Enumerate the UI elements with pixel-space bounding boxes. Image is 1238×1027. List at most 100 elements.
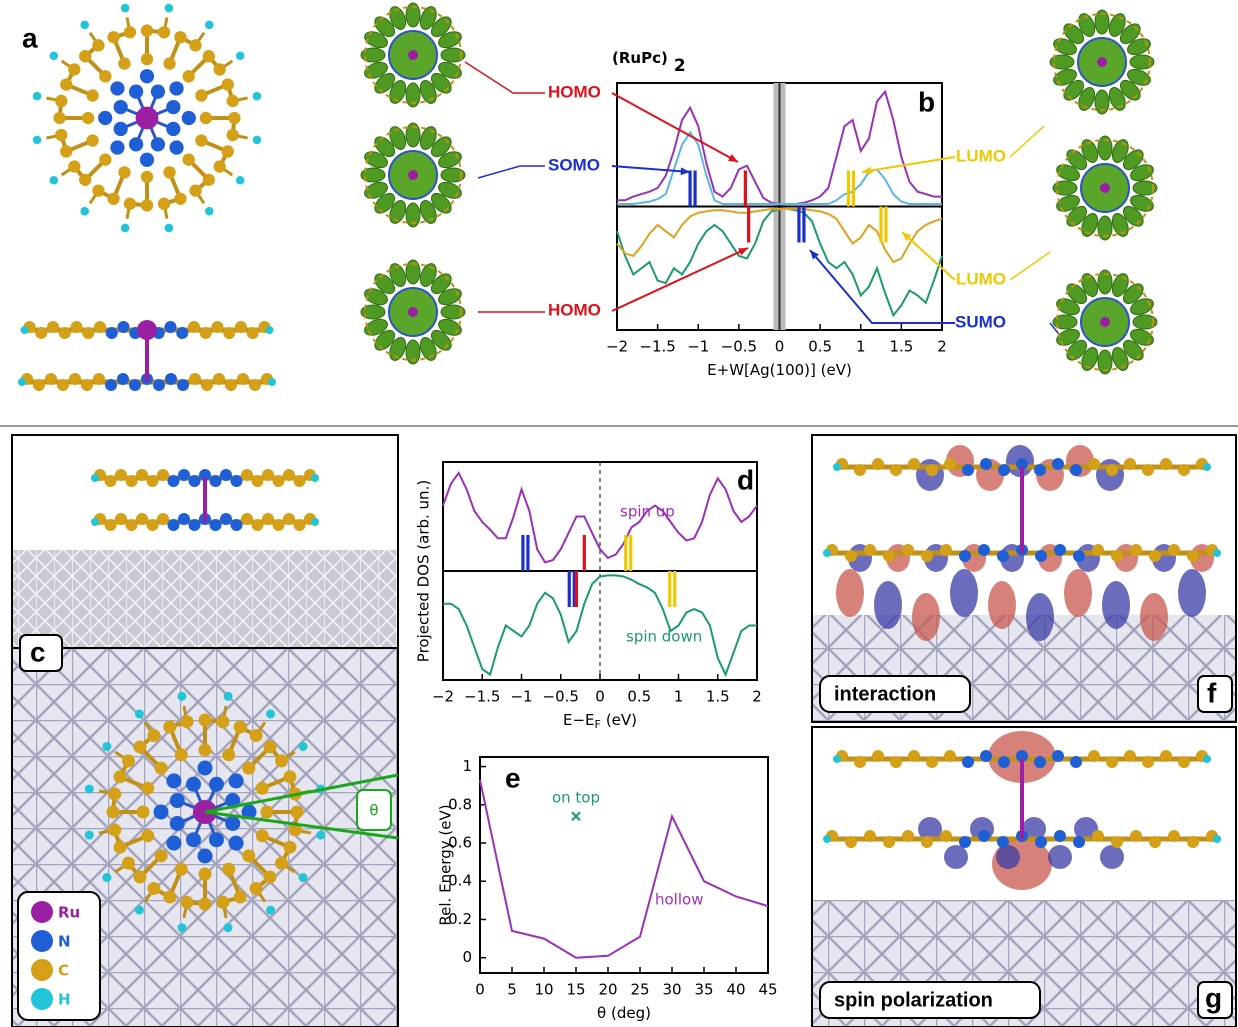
lobe [1111, 139, 1129, 163]
series-label: spin down [626, 628, 702, 646]
lobe [1078, 87, 1096, 111]
x-tick-label: −1.5 [464, 688, 500, 706]
lobe [374, 192, 396, 214]
atom [82, 327, 95, 339]
atom [316, 830, 326, 840]
atom [118, 57, 131, 70]
density [874, 581, 902, 629]
atom [902, 544, 914, 556]
atom [164, 3, 174, 13]
y-axis-label: Projected DOS (arb. un.) [415, 480, 433, 662]
atom [998, 756, 1010, 768]
density [1048, 845, 1072, 869]
annotation: HOMO [548, 300, 601, 319]
label-box [356, 789, 392, 831]
legend-label: Ru [58, 904, 80, 922]
lobe [1063, 79, 1085, 101]
atom [266, 905, 276, 915]
atom [157, 197, 171, 210]
lobe [1111, 213, 1129, 237]
atom [133, 740, 147, 754]
atom [1213, 835, 1221, 843]
charts: −2 −1.5 −1 −0.5 0 0.5 1 1.5 2 HOMO SOMO HOMO LUMO LUM… [415, 49, 1059, 1022]
lobe [1130, 164, 1154, 182]
atom [49, 176, 59, 185]
atom [174, 748, 188, 762]
atom [165, 373, 177, 385]
atom [32, 91, 42, 101]
atom [178, 469, 190, 481]
x-tick-label: −2 [606, 338, 628, 356]
atom [122, 856, 136, 870]
lobe [364, 61, 388, 79]
lobe [1127, 68, 1151, 86]
atom [55, 94, 68, 108]
lobe [364, 31, 388, 49]
atom [251, 519, 264, 531]
atom [167, 519, 180, 531]
density [1140, 593, 1168, 641]
atom [883, 836, 895, 848]
lobe [430, 273, 452, 295]
lobe [374, 72, 396, 94]
atom [235, 176, 245, 185]
atom [182, 153, 195, 166]
atom [166, 773, 182, 789]
atom [252, 135, 262, 145]
atom [926, 464, 938, 476]
atom [108, 823, 122, 837]
atom [408, 170, 418, 180]
atom [1160, 458, 1172, 470]
ring [1056, 273, 1154, 371]
atom [99, 153, 112, 166]
lobe [440, 47, 466, 63]
lobe [364, 151, 388, 169]
x-tick-label: 1.5 [889, 338, 913, 356]
atom [188, 519, 201, 531]
atom [251, 475, 264, 487]
atom [176, 327, 189, 339]
atom [33, 379, 45, 391]
chart: −2 −1.5 −1 −0.5 0 0.5 1 1.5 2 HOMO SOMO HOMO LUMO LUM… [464, 49, 1059, 379]
atom [57, 379, 69, 391]
x-tick-label: −0.5 [721, 338, 757, 356]
arrow-head [862, 166, 872, 175]
atom [222, 862, 236, 876]
atom [167, 475, 180, 487]
x-axis-label: θ (deg) [597, 1004, 651, 1022]
atom [84, 784, 94, 794]
panel-label: a [22, 22, 38, 53]
connector [1009, 251, 1051, 281]
panel-label: f [1207, 677, 1217, 708]
atom [154, 849, 168, 863]
atom [235, 51, 245, 60]
orbital-image [360, 122, 466, 228]
atom [113, 99, 128, 115]
x-label-unit: (eV) [606, 711, 637, 729]
atom [1100, 317, 1110, 327]
label-box [1197, 675, 1233, 713]
atom [140, 199, 154, 212]
atom [1092, 830, 1104, 842]
atom [959, 550, 971, 562]
atom [208, 832, 224, 848]
atom [68, 160, 81, 173]
lobe [1066, 283, 1088, 305]
atom [92, 184, 105, 197]
atom [1070, 464, 1082, 476]
lobe [1111, 347, 1129, 371]
lobe [1132, 314, 1158, 330]
lobe [1132, 180, 1158, 196]
lobe [1094, 9, 1110, 35]
atom [226, 94, 239, 108]
x-tick-label: 10 [534, 981, 553, 999]
atom [237, 373, 249, 385]
atom [139, 152, 155, 167]
atom [1088, 458, 1100, 470]
atom [99, 70, 112, 83]
x-tick-label: 0 [775, 338, 785, 356]
atom [181, 110, 196, 126]
atom [959, 836, 971, 848]
lobe [1129, 54, 1155, 70]
